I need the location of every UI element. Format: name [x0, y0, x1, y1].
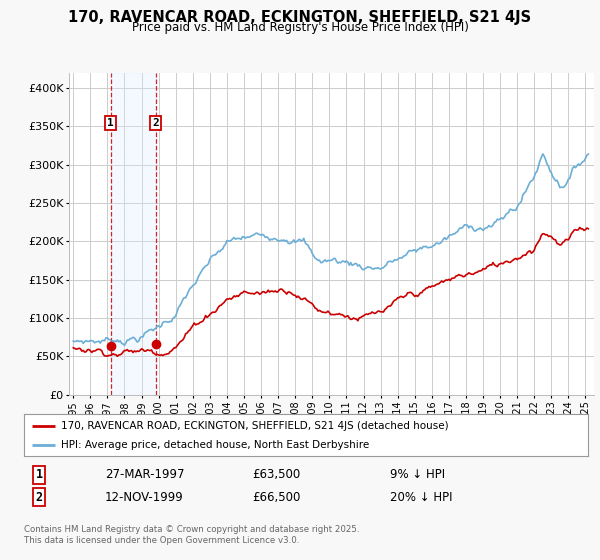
Text: 170, RAVENCAR ROAD, ECKINGTON, SHEFFIELD, S21 4JS: 170, RAVENCAR ROAD, ECKINGTON, SHEFFIELD…	[68, 10, 532, 25]
Text: 27-MAR-1997: 27-MAR-1997	[105, 468, 185, 482]
Bar	[112, 73, 157, 395]
Text: Contains HM Land Registry data © Crown copyright and database right 2025.
This d: Contains HM Land Registry data © Crown c…	[24, 525, 359, 545]
Text: 2: 2	[35, 491, 43, 504]
Text: 12-NOV-1999: 12-NOV-1999	[105, 491, 184, 504]
Text: 2: 2	[152, 118, 159, 128]
Text: Price paid vs. HM Land Registry's House Price Index (HPI): Price paid vs. HM Land Registry's House …	[131, 21, 469, 34]
Text: HPI: Average price, detached house, North East Derbyshire: HPI: Average price, detached house, Nort…	[61, 440, 369, 450]
Text: 9% ↓ HPI: 9% ↓ HPI	[390, 468, 445, 482]
Text: £63,500: £63,500	[252, 468, 300, 482]
Text: 170, RAVENCAR ROAD, ECKINGTON, SHEFFIELD, S21 4JS (detached house): 170, RAVENCAR ROAD, ECKINGTON, SHEFFIELD…	[61, 421, 448, 431]
Text: 1: 1	[107, 118, 114, 128]
Text: £66,500: £66,500	[252, 491, 301, 504]
Text: 1: 1	[35, 468, 43, 482]
Text: 20% ↓ HPI: 20% ↓ HPI	[390, 491, 452, 504]
